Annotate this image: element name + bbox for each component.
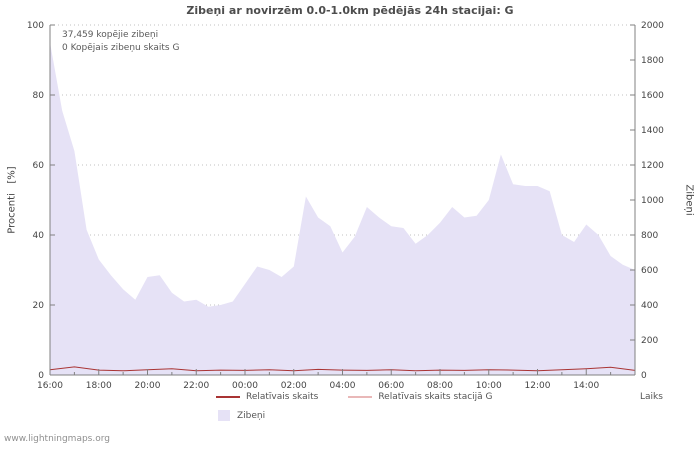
legend-line-swatch-relativais-skaits [216,396,240,398]
y-tick-label-left: 0 [38,371,44,381]
x-tick-label: 08:00 [427,381,453,391]
y-tick-label-right: 0 [641,371,647,381]
y-tick-label-left: 100 [27,21,44,31]
x-tick-label: 06:00 [378,381,404,391]
legend-row-1: Relatīvais skaits Relatīvais skaits stac… [216,392,493,402]
y-tick-label-right: 200 [641,336,658,346]
y-tick-label-right: 600 [641,266,658,276]
legend-area-swatch-zibeni [218,410,230,421]
y-tick-label-right: 800 [641,231,658,241]
total-lightning-annotation: 37,459 kopējie zibeņi [62,30,159,40]
station-lightning-annotation: 0 Kopējais zibeņu skaits G [62,43,180,53]
y-tick-label-right: 1400 [641,126,664,136]
legend-row-2: Zibeņi [218,410,265,421]
x-tick-label: 12:00 [525,381,551,391]
x-tick-label: 20:00 [135,381,161,391]
y-tick-label-right: 2000 [641,21,664,31]
x-tick-label: 04:00 [330,381,356,391]
x-tick-label: 10:00 [476,381,502,391]
x-tick-label: 14:00 [573,381,599,391]
legend-label-relativais-skaits-stacija: Relatīvais skaits stacijā G [378,392,493,402]
chart-title: Zibeņi ar novirzēm 0.0-1.0km pēdējās 24h… [186,4,514,17]
legend-label-zibeni: Zibeņi [237,410,266,421]
y-tick-label-right: 1800 [641,56,664,66]
y-tick-label-right: 1000 [641,196,664,206]
x-tick-label: 22:00 [183,381,209,391]
x-tick-label: 02:00 [281,381,307,391]
x-axis-label: Laiks [640,392,663,402]
y-tick-label-left: 80 [33,91,45,101]
x-tick-label: 00:00 [232,381,258,391]
y-tick-label-left: 20 [33,301,45,311]
y-tick-label-left: 40 [33,231,45,241]
y-tick-label-right: 1200 [641,161,664,171]
y-tick-label-left: 60 [33,161,45,171]
y-tick-label-right: 1600 [641,91,664,101]
legend-label-relativais-skaits: Relatīvais skaits [246,392,319,402]
y-tick-label-right: 400 [641,301,658,311]
x-tick-label: 18:00 [86,381,112,391]
legend-line-swatch-relativais-skaits-stacija [348,396,373,398]
series-area-zibeni [50,42,635,375]
watermark: www.lightningmaps.org [4,434,110,444]
x-tick-label: 16:00 [37,381,63,391]
